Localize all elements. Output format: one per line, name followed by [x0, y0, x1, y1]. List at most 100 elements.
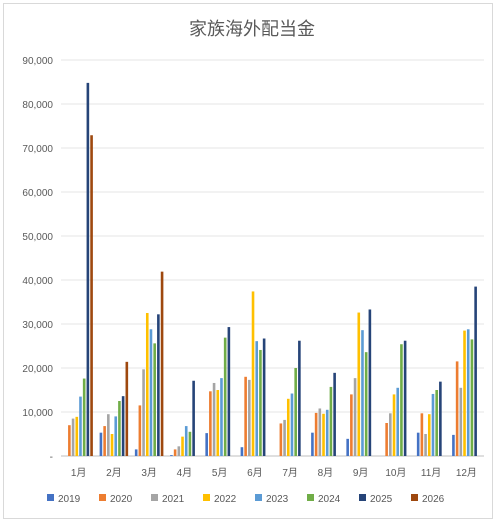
legend-label: 2020 — [110, 494, 133, 505]
x-tick-label: 4月 — [177, 467, 193, 479]
bar — [353, 378, 357, 456]
bar — [279, 423, 283, 456]
bar — [403, 340, 407, 456]
y-tick-label: 40,000 — [22, 276, 53, 287]
bar — [160, 271, 164, 456]
bar — [455, 361, 459, 456]
legend-swatch — [99, 494, 106, 501]
bar — [209, 391, 212, 456]
bar — [170, 455, 173, 456]
x-tick-label: 6月 — [247, 467, 263, 479]
bar — [259, 349, 262, 456]
bar — [439, 381, 442, 456]
bar — [227, 327, 231, 456]
bar — [364, 352, 368, 456]
legend-label: 2026 — [422, 494, 445, 505]
legend-swatch — [411, 494, 418, 501]
y-tick-label: 30,000 — [22, 320, 53, 331]
bar — [389, 413, 392, 456]
bar — [357, 312, 361, 456]
bar — [181, 436, 184, 456]
x-tick-label: 7月 — [282, 467, 298, 479]
bar — [286, 398, 290, 456]
bar — [314, 412, 318, 456]
bar — [107, 414, 110, 456]
bar — [149, 329, 153, 456]
bar — [205, 433, 208, 456]
bar — [396, 387, 400, 456]
bar — [262, 338, 266, 456]
bar — [463, 330, 466, 456]
bar — [311, 432, 314, 456]
x-tick-label: 10月 — [385, 467, 406, 479]
bar — [474, 286, 477, 456]
legend-swatch — [255, 494, 262, 501]
bar — [392, 394, 396, 456]
bar — [329, 386, 333, 456]
bar — [290, 393, 294, 456]
bar — [452, 434, 455, 456]
bar — [427, 414, 431, 456]
legend-swatch — [151, 494, 158, 501]
bar — [121, 396, 125, 456]
bar — [75, 416, 79, 456]
legend-label: 2023 — [266, 494, 289, 505]
bar — [223, 337, 227, 456]
legend-label: 2022 — [214, 494, 237, 505]
bar — [103, 426, 106, 456]
bar — [134, 449, 138, 456]
bar — [125, 361, 129, 456]
bar — [212, 382, 216, 456]
x-tick-label: 8月 — [318, 467, 334, 479]
bar — [459, 387, 463, 456]
bar — [322, 413, 325, 456]
legend-swatch — [47, 494, 54, 501]
bar — [333, 372, 336, 456]
y-tick-label: 60,000 — [22, 188, 53, 199]
y-axis: - 10,000 20,000 30,000 40,000 50,000 60,000 70,… — [22, 56, 53, 463]
bar — [142, 369, 145, 456]
bars — [68, 82, 477, 457]
bar — [114, 416, 118, 456]
legend: 2019 2020 2021 2022 2023 2024 2025 2026 — [47, 494, 445, 505]
bar — [294, 368, 297, 456]
y-tick-label: 70,000 — [22, 144, 53, 155]
bar — [90, 135, 93, 457]
bar — [192, 380, 195, 456]
bar — [470, 339, 474, 456]
gridlines — [61, 59, 484, 457]
bar — [118, 401, 121, 456]
x-tick-label: 1月 — [71, 467, 87, 479]
bar — [248, 379, 251, 456]
bar — [173, 449, 177, 456]
bar — [244, 376, 247, 456]
bar — [177, 446, 181, 456]
bar — [153, 343, 156, 456]
bar — [240, 447, 244, 456]
y-tick-label: - — [50, 452, 53, 463]
bar — [350, 394, 353, 456]
bar — [283, 419, 286, 456]
y-tick-label: 90,000 — [22, 56, 53, 67]
y-tick-label: 20,000 — [22, 364, 53, 375]
legend-swatch — [203, 494, 210, 501]
x-tick-label: 9月 — [353, 467, 369, 479]
bar — [361, 330, 364, 456]
bar — [71, 418, 75, 456]
x-tick-label: 11月 — [421, 467, 441, 479]
bar — [184, 426, 188, 456]
bar — [68, 425, 71, 456]
chart-canvas: 家族海外配当金 - 10,000 20,000 30,000 40,000 50,000 6… — [22, 19, 484, 505]
legend-swatch — [359, 494, 366, 501]
bar — [220, 378, 223, 456]
legend-label: 2025 — [370, 494, 393, 505]
y-tick-label: 80,000 — [22, 100, 53, 111]
bar — [431, 393, 435, 456]
bar — [251, 291, 255, 456]
legend-label: 2024 — [318, 494, 341, 505]
x-tick-label: 12月 — [456, 467, 477, 479]
bar — [188, 431, 192, 456]
x-axis: 1月 2月 3月 4月 5月 6月 7月 8月 9月 10月 11月 12月 — [71, 467, 477, 479]
bar — [79, 396, 82, 456]
bar — [368, 309, 372, 456]
